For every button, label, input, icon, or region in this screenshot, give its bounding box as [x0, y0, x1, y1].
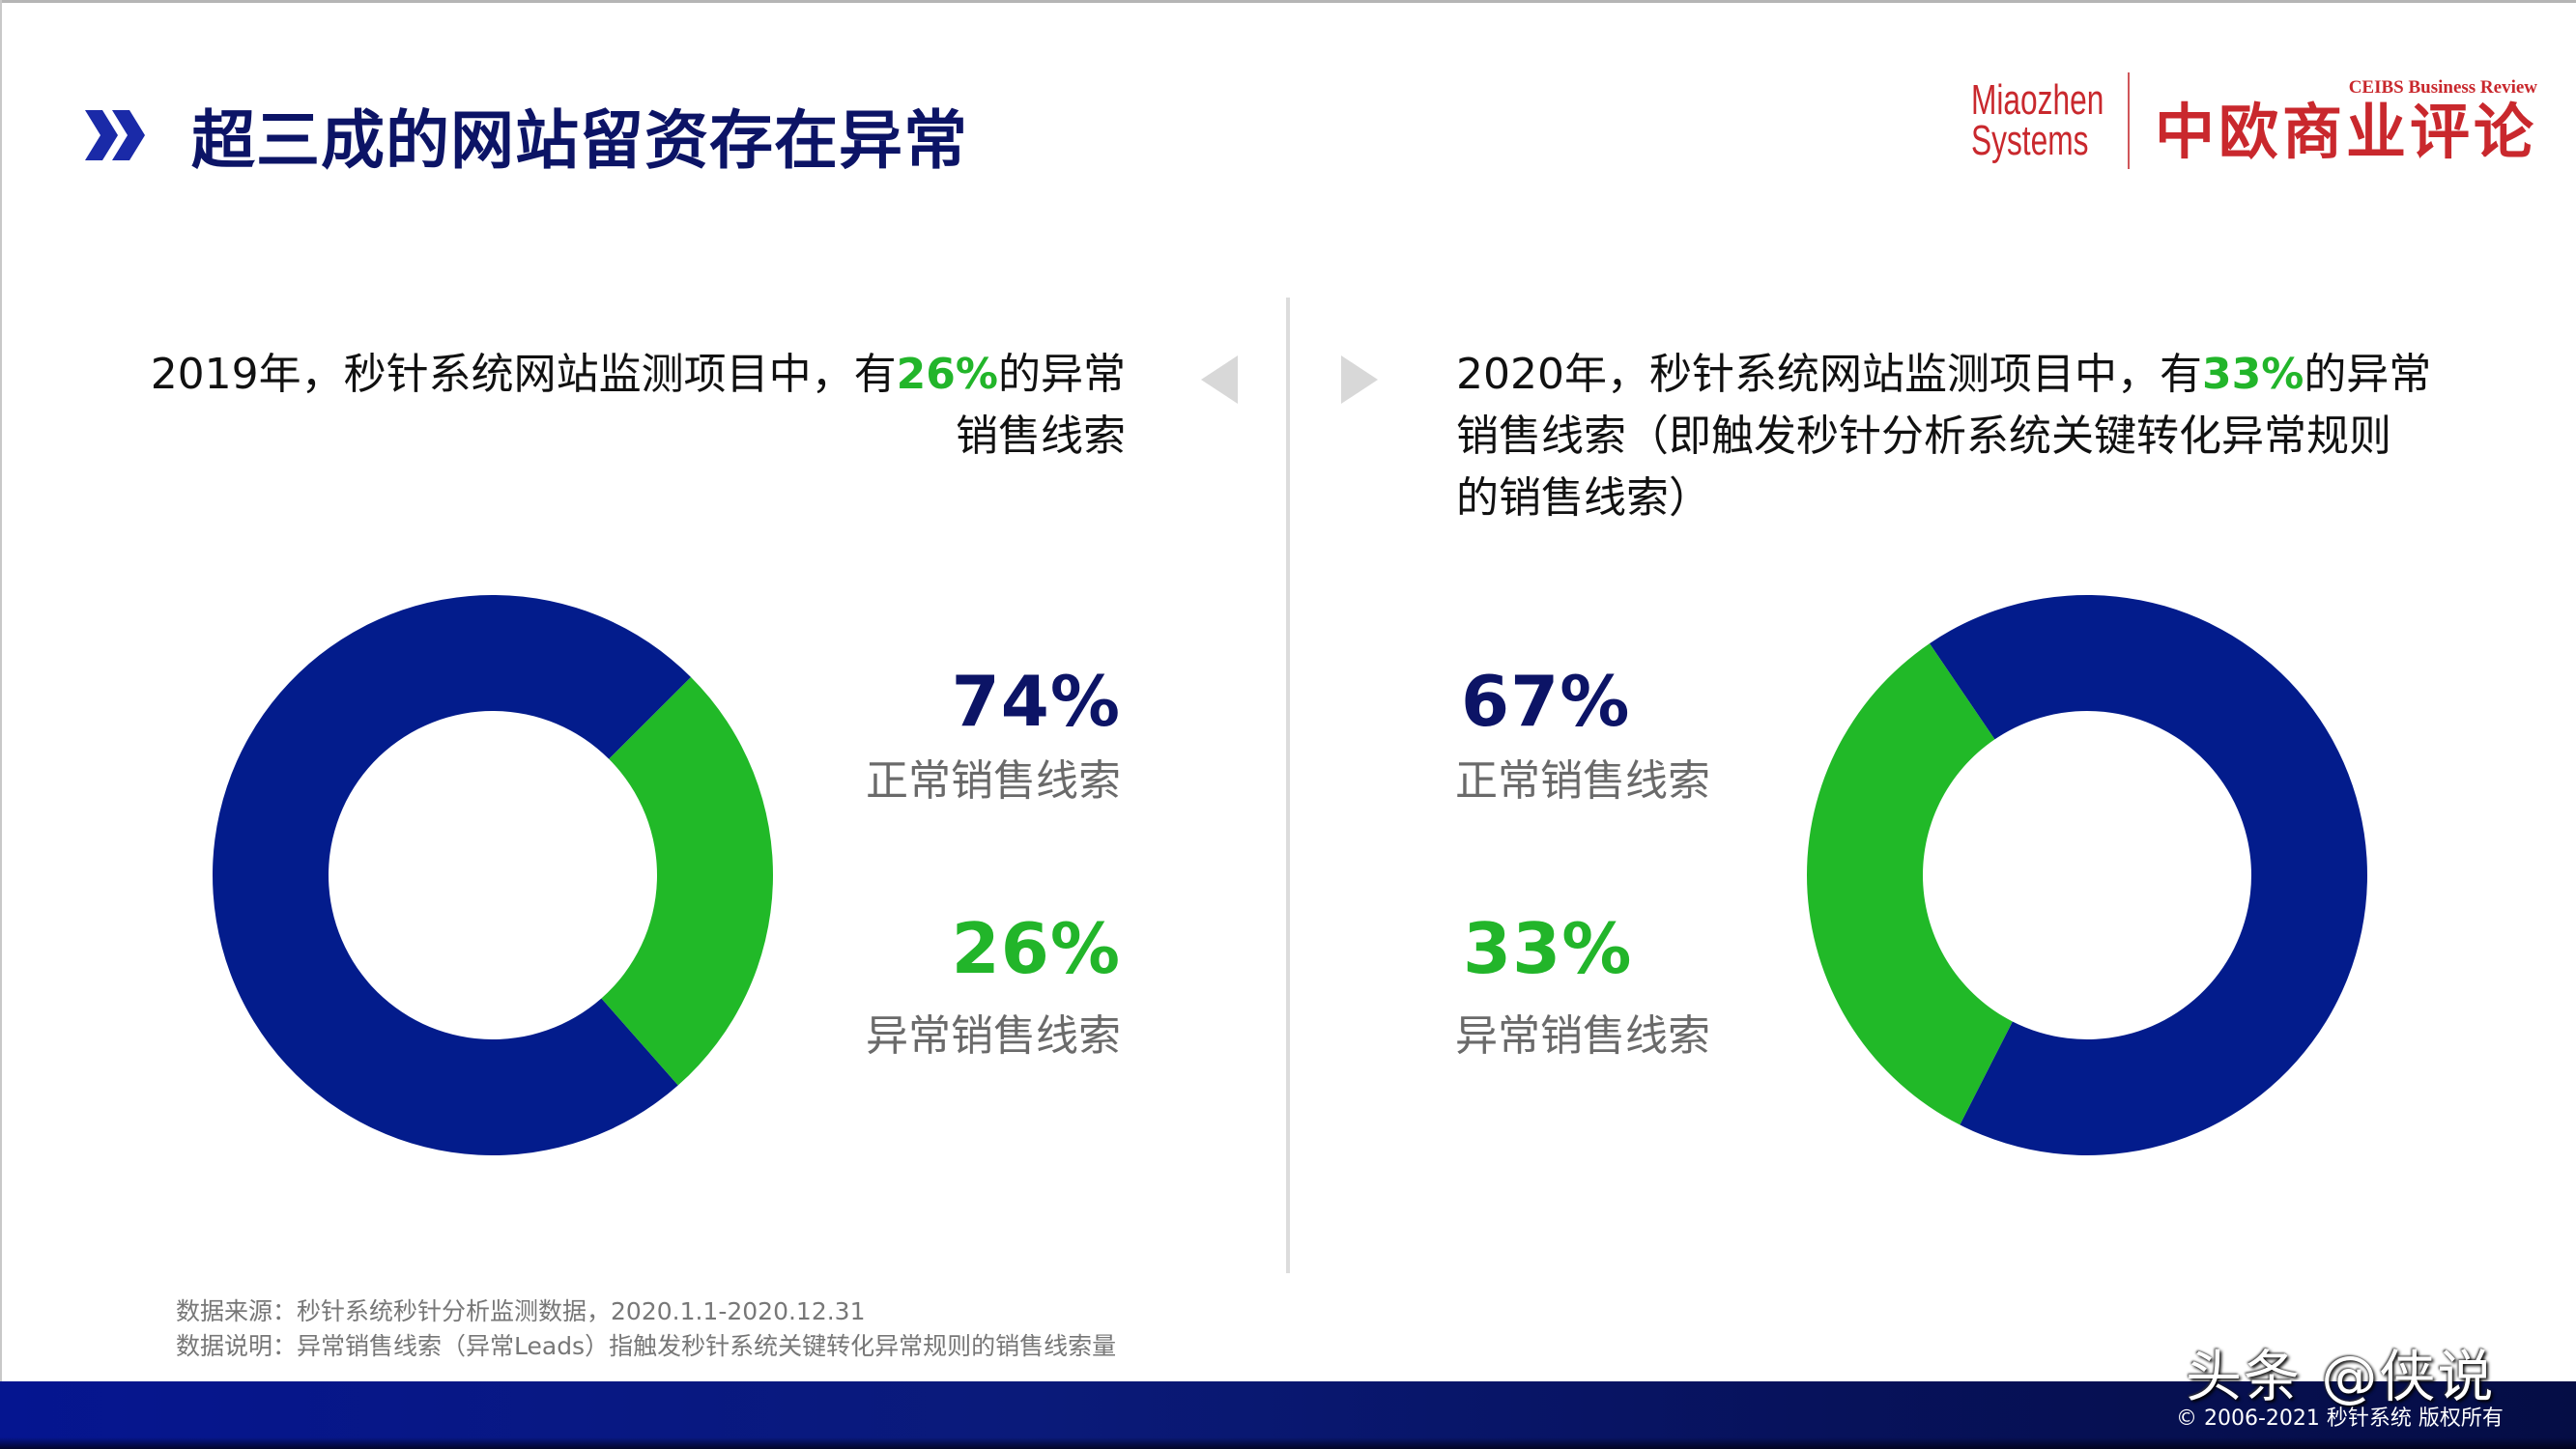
desc-highlight: 26%: [896, 350, 998, 399]
ceibs-logo-en: CEIBS Business Review: [2348, 77, 2538, 98]
page-header: 超三成的网站留资存在异常: [83, 89, 968, 182]
abnormal-pct-2019: 26%: [951, 908, 1121, 989]
page-title: 超三成的网站留资存在异常: [191, 103, 968, 178]
desc-text: 的异常销售线索（即触发秒针分析系统关键转化异常规则的销售线索）: [1456, 350, 2432, 523]
panel-2019-description: 2019年，秒针系统网站监测项目中，有26%的异常销售线索: [145, 344, 1126, 468]
left-border: [0, 0, 2, 1381]
brand-logos: Miaozhen Systems CEIBS Business Review 中…: [1971, 68, 2537, 174]
normal-pct-2020: 67%: [1461, 661, 1631, 742]
double-chevron-right-icon: [85, 110, 145, 160]
normal-label-2020: 正常销售线索: [1455, 756, 1710, 806]
panel-2020-description: 2020年，秒针系统网站监测项目中，有33%的异常销售线索（即触发秒针分析系统关…: [1456, 344, 2432, 529]
triangle-right-icon: [1341, 355, 1378, 404]
donut-slice-abnormal: [1807, 643, 2013, 1125]
miaozhen-logo-line1: Miaozhen: [1971, 76, 2104, 124]
top-border: [0, 0, 2576, 3]
copyright-text: © 2006-2021 秒针系统 版权所有: [2176, 1406, 2504, 1431]
donut-slice-abnormal: [601, 676, 773, 1086]
donut-slice-normal: [213, 595, 692, 1155]
miaozhen-logo: Miaozhen Systems: [1971, 76, 2104, 164]
donut-chart-2019: [213, 595, 773, 1155]
miaozhen-logo-line2: Systems: [1971, 117, 2089, 164]
panel-divider: [1286, 298, 1290, 1273]
normal-pct-2019: 74%: [951, 661, 1121, 742]
desc-text: 的异常销售线索: [956, 350, 1126, 461]
watermark: 头条 @侠说: [2186, 1344, 2496, 1409]
triangle-left-icon: [1201, 355, 1238, 404]
donut-chart-2020: [1807, 595, 2367, 1155]
footer-shadow: [0, 1437, 2576, 1449]
ceibs-logo-zh: 中欧商业评论: [2155, 97, 2538, 167]
desc-text: 2019年，秒针系统网站监测项目中，有: [150, 350, 897, 399]
donut-slice-normal: [1929, 595, 2367, 1155]
abnormal-label-2020: 异常销售线索: [1455, 1011, 1710, 1061]
desc-highlight: 33%: [2201, 350, 2304, 399]
footer-bar: [0, 1381, 2576, 1449]
abnormal-label-2019: 异常销售线索: [866, 1011, 1121, 1061]
desc-text: 2020年，秒针系统网站监测项目中，有: [1456, 350, 2202, 399]
normal-label-2019: 正常销售线索: [866, 756, 1121, 806]
ceibs-logo: CEIBS Business Review 中欧商业评论: [2155, 77, 2537, 164]
data-source-note: 数据来源：秒针系统秒针分析监测数据，2020.1.1-2020.12.31: [176, 1297, 866, 1325]
abnormal-pct-2020: 33%: [1463, 908, 1633, 989]
logo-separator: [2128, 72, 2130, 169]
data-explanation-note: 数据说明：异常销售线索（异常Leads）指触发秒针系统关键转化异常规则的销售线索…: [176, 1332, 1117, 1360]
